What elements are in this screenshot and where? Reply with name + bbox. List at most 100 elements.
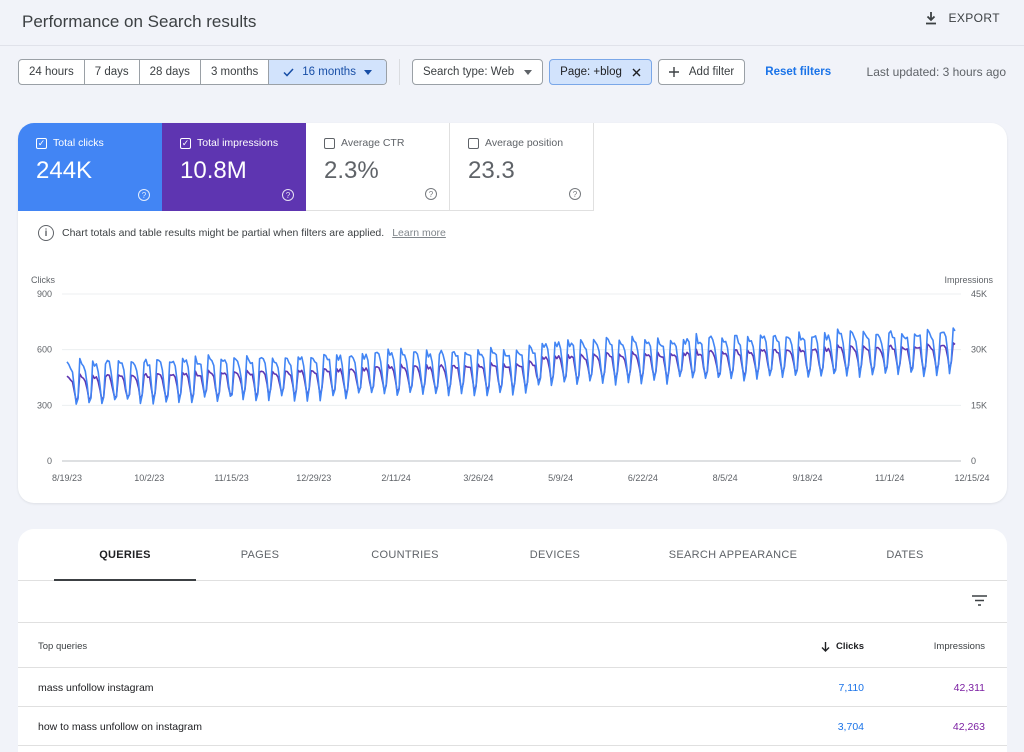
x-tick-label: 2/11/24: [381, 473, 410, 483]
download-icon: [926, 12, 937, 25]
help-icon[interactable]: ?: [425, 188, 437, 200]
dimension-tabs: QUERIES PAGES COUNTRIES DEVICES SEARCH A…: [18, 529, 1007, 581]
tab-queries[interactable]: QUERIES: [99, 549, 151, 561]
checkbox-icon[interactable]: ✓: [36, 137, 47, 149]
tab-dates[interactable]: DATES: [886, 549, 924, 561]
top-bar: Performance on Search results EXPORT: [0, 0, 1024, 46]
dropdown-arrow-icon: [524, 69, 533, 75]
checkbox-icon[interactable]: [324, 137, 335, 149]
table-card: QUERIES PAGES COUNTRIES DEVICES SEARCH A…: [18, 529, 1007, 752]
metric-average-ctr[interactable]: Average CTR 2.3% ?: [306, 123, 450, 211]
checkbox-icon[interactable]: ✓: [180, 137, 191, 149]
metric-tiles: ✓ Total clicks 244K ? ✓ Total impressions …: [18, 123, 1007, 211]
header-impressions[interactable]: Impressions: [933, 641, 985, 652]
page-filter-label: Page: +blog: [560, 66, 622, 78]
right-axis-title: Impressions: [944, 275, 993, 285]
x-tick-label: 11/15/23: [214, 473, 248, 483]
add-filter-button[interactable]: Add filter: [657, 59, 746, 85]
metric-value: 10.8M: [180, 157, 247, 184]
impressions-cell: 42,263: [952, 721, 985, 733]
y-tick-left: 900: [37, 289, 52, 299]
x-tick-label: 6/22/24: [628, 473, 658, 483]
x-tick-label: 11/1/24: [875, 473, 904, 483]
close-icon[interactable]: [632, 68, 641, 77]
header-clicks[interactable]: Clicks: [821, 641, 864, 652]
metric-value: 244K: [36, 157, 93, 184]
last-updated: Last updated: 3 hours ago: [866, 65, 1006, 79]
partial-data-notice: i Chart totals and table results might b…: [38, 225, 446, 241]
help-icon[interactable]: ?: [138, 189, 150, 201]
x-tick-label: 12/15/24: [954, 473, 989, 483]
page-title: Performance on Search results: [22, 12, 257, 31]
check-icon: [283, 67, 294, 77]
notice-text: Chart totals and table results might be …: [62, 227, 385, 239]
filter-rows-icon[interactable]: [972, 595, 987, 606]
metric-value: 23.3: [468, 157, 515, 184]
checkbox-icon[interactable]: [468, 137, 479, 149]
y-tick-right: 15K: [971, 400, 987, 410]
tab-devices[interactable]: DEVICES: [529, 549, 581, 561]
metric-value: 2.3%: [324, 157, 379, 184]
learn-more-link[interactable]: Learn more: [392, 227, 446, 239]
x-tick-label: 12/29/23: [296, 473, 331, 483]
help-icon[interactable]: ?: [282, 189, 294, 201]
range-28-days[interactable]: 28 days: [140, 60, 201, 84]
y-tick-right: 45K: [971, 289, 987, 299]
plus-icon: [668, 67, 679, 77]
x-tick-label: 3/26/24: [463, 473, 493, 483]
sort-down-arrow-icon: [821, 641, 830, 652]
export-label: EXPORT: [948, 11, 1000, 25]
tab-pages[interactable]: PAGES: [240, 549, 280, 561]
clicks-cell: 3,704: [837, 721, 864, 733]
page-filter-chip[interactable]: Page: +blog: [549, 59, 652, 85]
reset-filters-link[interactable]: Reset filters: [765, 66, 832, 78]
filter-divider: [398, 59, 400, 85]
y-tick-left: 300: [37, 400, 52, 410]
metric-label: Total clicks: [53, 137, 104, 149]
y-tick-left: 600: [37, 345, 52, 355]
performance-card: ✓ Total clicks 244K ? ✓ Total impressions …: [18, 123, 1007, 503]
tab-countries[interactable]: COUNTRIES: [371, 549, 439, 561]
table-header: Top queries Clicks Impressions: [18, 623, 1007, 668]
x-tick-label: 10/2/23: [134, 473, 164, 483]
y-tick-left: 0: [47, 456, 52, 466]
dropdown-arrow-icon: [363, 69, 372, 75]
metric-label: Total impressions: [197, 137, 279, 149]
table-row[interactable]: mass unfollow instagram 7,110 42,311: [18, 668, 1007, 707]
add-filter-label: Add filter: [688, 66, 735, 78]
query-cell[interactable]: how to mass unfollow on instagram: [38, 721, 202, 733]
performance-chart: 900 45K 600 30K 300 15K 0 0 Clicks Impressions 8/1…: [31, 275, 994, 483]
range-7-days[interactable]: 7 days: [85, 60, 140, 84]
x-tick-label: 5/9/24: [548, 473, 573, 483]
query-cell[interactable]: mass unfollow instagram: [38, 682, 154, 694]
x-tick-label: 8/5/24: [713, 473, 738, 483]
left-axis-title: Clicks: [31, 275, 55, 285]
tab-search-appearance[interactable]: SEARCH APPEARANCE: [668, 549, 798, 561]
metric-label: Average CTR: [341, 137, 405, 149]
search-type-filter[interactable]: Search type: Web: [411, 59, 544, 85]
info-icon: i: [38, 225, 54, 241]
metric-total-clicks[interactable]: ✓ Total clicks 244K ?: [18, 123, 162, 211]
date-range-selector: 24 hours 7 days 28 days 3 months 16 mont…: [18, 59, 387, 85]
x-tick-label: 8/19/23: [52, 473, 82, 483]
range-16-months[interactable]: 16 months: [269, 60, 386, 84]
series-line-clicks: [66, 327, 956, 405]
range-24-hours[interactable]: 24 hours: [19, 60, 85, 84]
active-tab-indicator: [54, 579, 196, 581]
range-16-months-label: 16 months: [302, 66, 356, 78]
y-tick-right: 0: [971, 456, 976, 466]
help-icon[interactable]: ?: [569, 188, 581, 200]
export-button[interactable]: EXPORT: [924, 11, 1000, 25]
search-type-label: Search type: Web: [422, 66, 515, 78]
table-row[interactable]: how to mass unfollow on instagram 3,704 …: [18, 707, 1007, 746]
filter-bar: 24 hours 7 days 28 days 3 months 16 mont…: [18, 59, 831, 85]
x-tick-label: 9/18/24: [792, 473, 822, 483]
range-3-months[interactable]: 3 months: [201, 60, 270, 84]
metric-total-impressions[interactable]: ✓ Total impressions 10.8M ?: [162, 123, 306, 211]
header-top-queries[interactable]: Top queries: [38, 641, 88, 652]
table-toolbar: [18, 581, 1007, 623]
impressions-cell: 42,311: [953, 682, 985, 694]
clicks-cell: 7,110: [838, 682, 865, 694]
metric-label: Average position: [485, 137, 564, 149]
metric-average-position[interactable]: Average position 23.3 ?: [450, 123, 594, 211]
